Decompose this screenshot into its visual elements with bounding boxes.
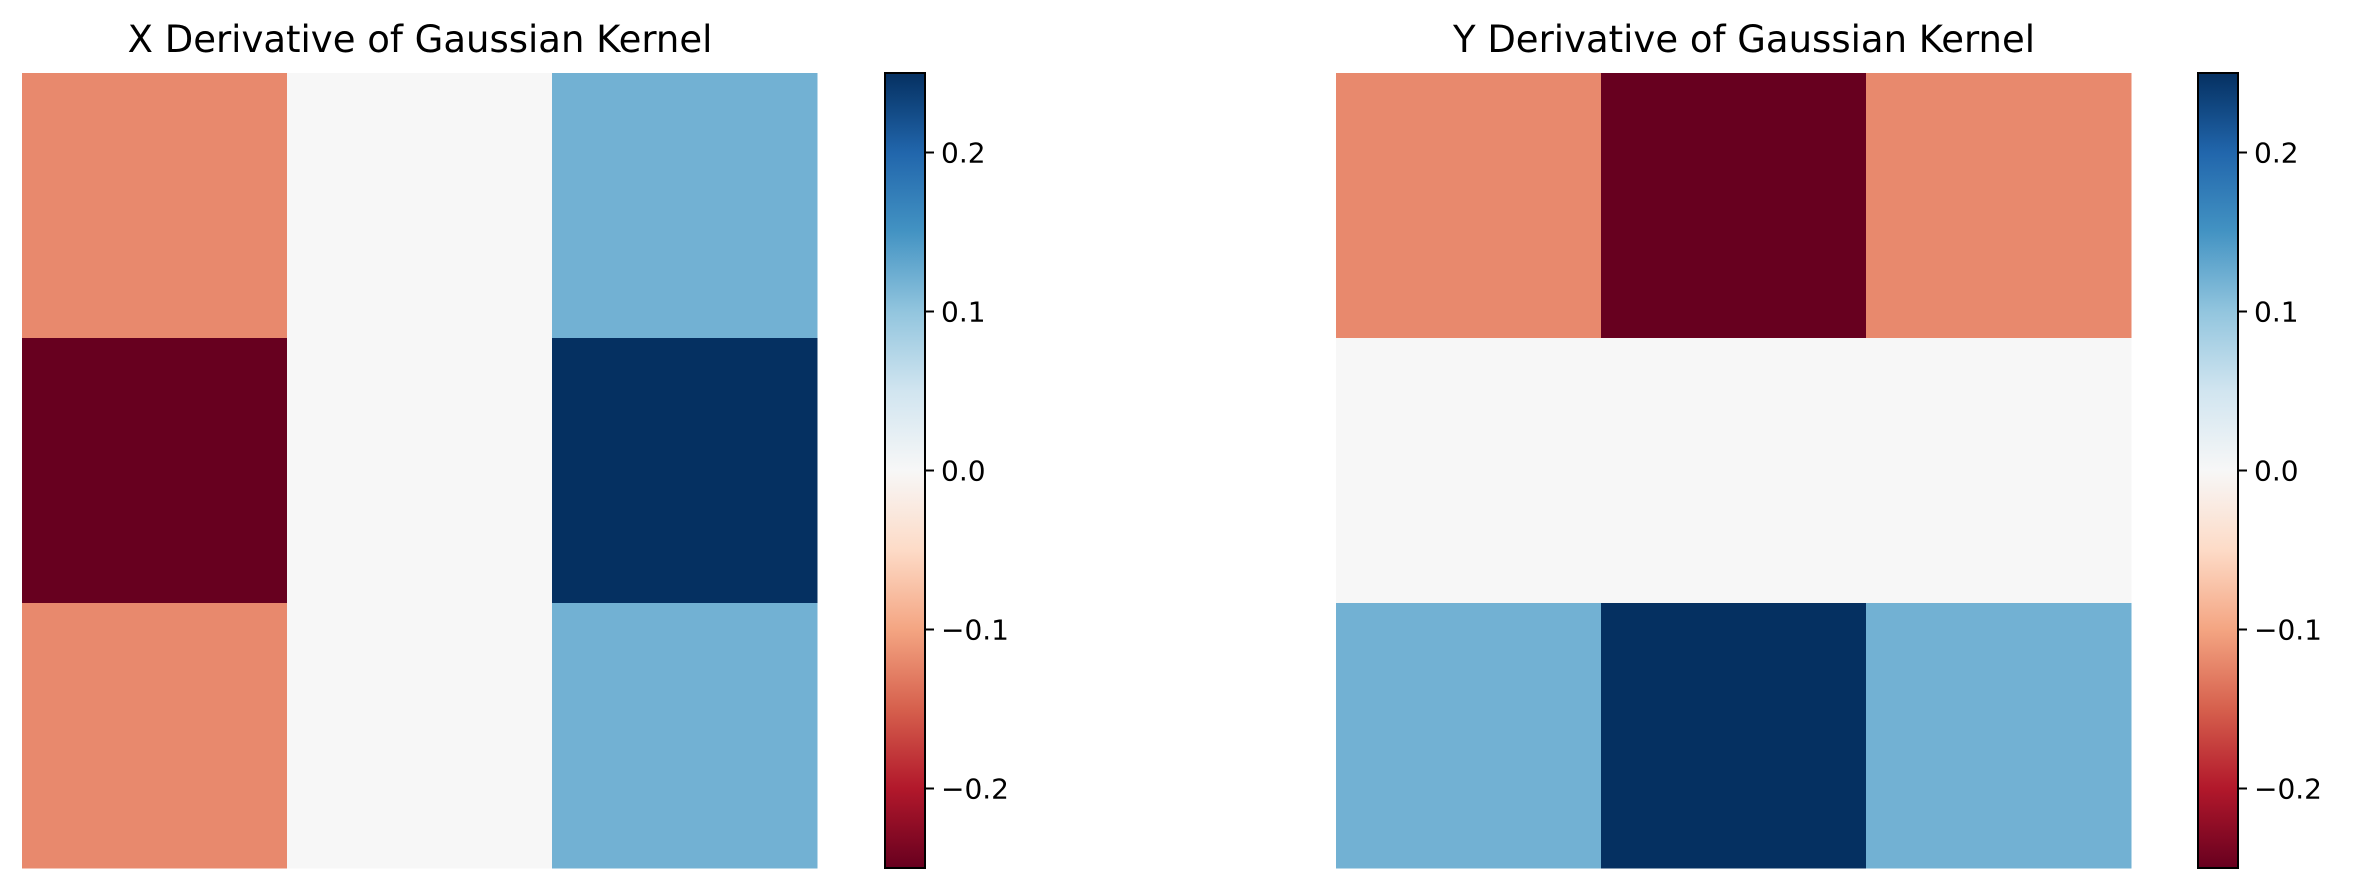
- heatmap-cell: [287, 338, 553, 604]
- chart-title: X Derivative of Gaussian Kernel: [128, 18, 713, 61]
- heatmap-cell: [1601, 338, 1867, 604]
- heatmap-grid: [22, 73, 818, 869]
- x-derivative-chart: X Derivative of Gaussian Kernel 0.20.10.…: [22, 18, 1009, 869]
- colorbar-tick-label: 0.0: [2254, 455, 2299, 488]
- colorbar: 0.2 0.1 0.0 −0.1 −0.2: [2197, 72, 2322, 869]
- colorbar-tick-label: −0.1: [2254, 614, 2322, 647]
- heatmap-cell: [287, 73, 553, 339]
- y-derivative-chart: Y Derivative of Gaussian Kernel 0.20.10.…: [1336, 18, 2322, 869]
- heatmap-cell: [552, 603, 818, 869]
- heatmap-grid: [1336, 73, 2132, 869]
- colorbar-tick-label: 0.2: [2254, 137, 2299, 170]
- heatmap-cell: [1866, 338, 2132, 604]
- heatmap-cell: [1866, 73, 2132, 339]
- colorbar-tick-label: 0.2: [941, 137, 986, 170]
- heatmap-cell: [1336, 338, 1602, 604]
- colorbar-tick-label: 0.1: [2254, 296, 2299, 329]
- heatmap-cell: [287, 603, 553, 869]
- heatmap-cell: [1336, 73, 1602, 339]
- colorbar-ticks: 0.2 0.1 0.0 −0.1 −0.2: [925, 137, 1009, 806]
- heatmap-cell: [1601, 73, 1867, 339]
- colorbar-tick-label: −0.1: [941, 614, 1009, 647]
- colorbar-tick-label: 0.1: [941, 296, 986, 329]
- chart-title: Y Derivative of Gaussian Kernel: [1452, 18, 2035, 61]
- colorbar-tick-label: 0.0: [941, 455, 986, 488]
- heatmap-cell: [22, 73, 288, 339]
- colorbar-gradient: [2198, 73, 2238, 868]
- heatmap-cell: [552, 73, 818, 339]
- colorbar-ticks: 0.2 0.1 0.0 −0.1 −0.2: [2238, 137, 2322, 806]
- heatmap-cell: [1866, 603, 2132, 869]
- heatmap-cell: [22, 603, 288, 869]
- colorbar-tick-label: −0.2: [941, 773, 1009, 806]
- heatmap-cell: [1336, 603, 1602, 869]
- colorbar-gradient: [885, 73, 925, 868]
- heatmap-cell: [552, 338, 818, 604]
- colorbar: 0.2 0.1 0.0 −0.1 −0.2: [884, 72, 1009, 869]
- heatmap-cell: [22, 338, 288, 604]
- heatmap-cell: [1601, 603, 1867, 869]
- colorbar-tick-label: −0.2: [2254, 773, 2322, 806]
